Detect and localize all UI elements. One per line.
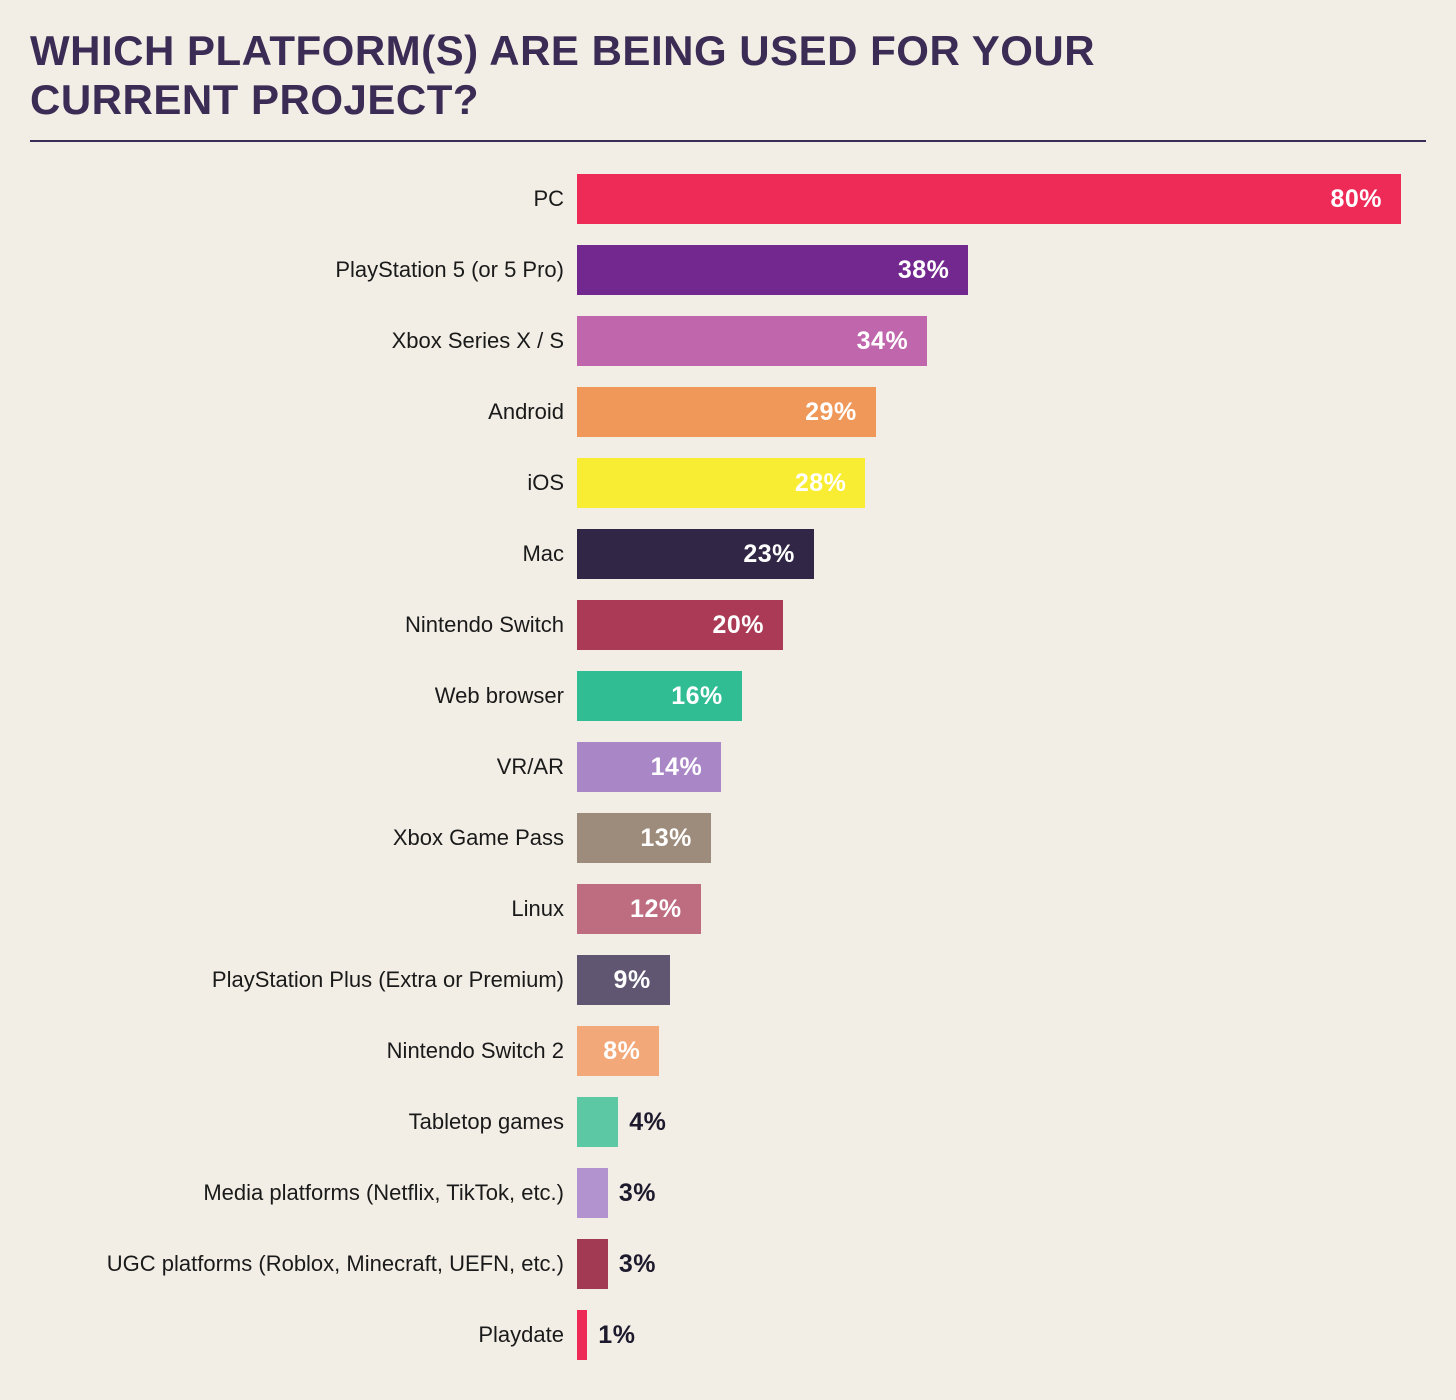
value-label: 1% [598, 1320, 636, 1349]
bar-row: PlayStation Plus (Extra or Premium) 9% [30, 955, 1426, 1006]
value-label: 12% [630, 894, 682, 923]
bar: 12% [577, 884, 701, 935]
bar: 14% [577, 742, 722, 793]
bar-row: Mac 23% [30, 529, 1426, 580]
bar-track: 34% [577, 316, 1401, 367]
category-label: Nintendo Switch 2 [386, 1038, 564, 1064]
bar-track: 29% [577, 387, 1401, 438]
bar-row: Web browser 16% [30, 671, 1426, 722]
bar-track: 1% [577, 1310, 1401, 1361]
bar-row: Xbox Series X / S 34% [30, 316, 1426, 367]
bar-row: Android 29% [30, 387, 1426, 438]
value-label: 8% [603, 1036, 641, 1065]
bar-row: Xbox Game Pass 13% [30, 813, 1426, 864]
bar-row: iOS 28% [30, 458, 1426, 509]
bar-track: 8% [577, 1026, 1401, 1077]
category-label: iOS [527, 470, 564, 496]
category-label: Mac [522, 541, 564, 567]
bar-track: 13% [577, 813, 1401, 864]
bar: 34% [577, 316, 928, 367]
bar-track: 28% [577, 458, 1401, 509]
bar: 29% [577, 387, 876, 438]
bar-track: 38% [577, 245, 1401, 296]
bar: 13% [577, 813, 711, 864]
category-label: Tabletop games [408, 1109, 564, 1135]
title-divider [30, 140, 1426, 143]
bar: 20% [577, 600, 783, 651]
bar [577, 1097, 619, 1148]
bar: 16% [577, 671, 742, 722]
bar-chart: PC 80% PlayStation 5 (or 5 Pro) 38% Xbox Ser… [30, 174, 1426, 1361]
bar-row: UGC platforms (Roblox, Minecraft, UEFN, … [30, 1239, 1426, 1290]
value-label: 23% [743, 539, 795, 568]
bar-row: Linux 12% [30, 884, 1426, 935]
bar: 38% [577, 245, 969, 296]
value-label: 4% [629, 1107, 667, 1136]
bar-track: 9% [577, 955, 1401, 1006]
bar-track: 3% [577, 1168, 1401, 1219]
value-label: 9% [613, 965, 651, 994]
bar-track: 16% [577, 671, 1401, 722]
bar-row: VR/AR 14% [30, 742, 1426, 793]
bar-row: Nintendo Switch 20% [30, 600, 1426, 651]
bar-row: Nintendo Switch 2 8% [30, 1026, 1426, 1077]
bar-row: Media platforms (Netflix, TikTok, etc.) 3… [30, 1168, 1426, 1219]
bar [577, 1310, 588, 1361]
value-label: 16% [671, 681, 723, 710]
bar [577, 1239, 608, 1290]
bar-track: 14% [577, 742, 1401, 793]
value-label: 80% [1330, 184, 1382, 213]
value-label: 3% [618, 1178, 657, 1207]
category-label: Linux [511, 896, 564, 922]
bar-track: 20% [577, 600, 1401, 651]
category-label: Media platforms (Netflix, TikTok, etc.) [203, 1180, 564, 1206]
bar-track: 12% [577, 884, 1401, 935]
category-label: Web browser [434, 683, 564, 709]
bar: 80% [577, 174, 1401, 225]
value-label: 29% [805, 397, 857, 426]
category-label: VR/AR [496, 754, 564, 780]
bar: 28% [577, 458, 866, 509]
bar-track: 23% [577, 529, 1401, 580]
chart-title: WHICH PLATFORM(S) ARE BEING USED FOR YOU… [30, 27, 1096, 124]
category-label: UGC platforms (Roblox, Minecraft, UEFN, … [106, 1251, 564, 1277]
category-label: PC [533, 186, 564, 212]
category-label: PlayStation 5 (or 5 Pro) [335, 257, 564, 283]
value-label: 3% [618, 1249, 657, 1278]
bar-row: Tabletop games 4% [30, 1097, 1426, 1148]
bar-track: 3% [577, 1239, 1401, 1290]
bar: 23% [577, 529, 814, 580]
value-label: 20% [712, 610, 764, 639]
value-label: 34% [856, 326, 909, 355]
value-label: 38% [897, 255, 950, 284]
category-label: Android [488, 399, 564, 425]
category-label: Xbox Series X / S [391, 328, 564, 354]
bar-row: PlayStation 5 (or 5 Pro) 38% [30, 245, 1426, 296]
bar [577, 1168, 608, 1219]
bar-track: 80% [577, 174, 1401, 225]
bar-row: Playdate 1% [30, 1310, 1426, 1361]
value-label: 14% [650, 752, 703, 781]
bar: 9% [577, 955, 670, 1006]
bar: 8% [577, 1026, 660, 1077]
category-label: Xbox Game Pass [392, 825, 564, 851]
value-label: 13% [640, 823, 692, 852]
category-label: PlayStation Plus (Extra or Premium) [211, 967, 564, 993]
bar-track: 4% [577, 1097, 1401, 1148]
category-label: Playdate [478, 1322, 564, 1348]
category-label: Nintendo Switch [405, 612, 564, 638]
bar-row: PC 80% [30, 174, 1426, 225]
value-label: 28% [794, 468, 847, 497]
